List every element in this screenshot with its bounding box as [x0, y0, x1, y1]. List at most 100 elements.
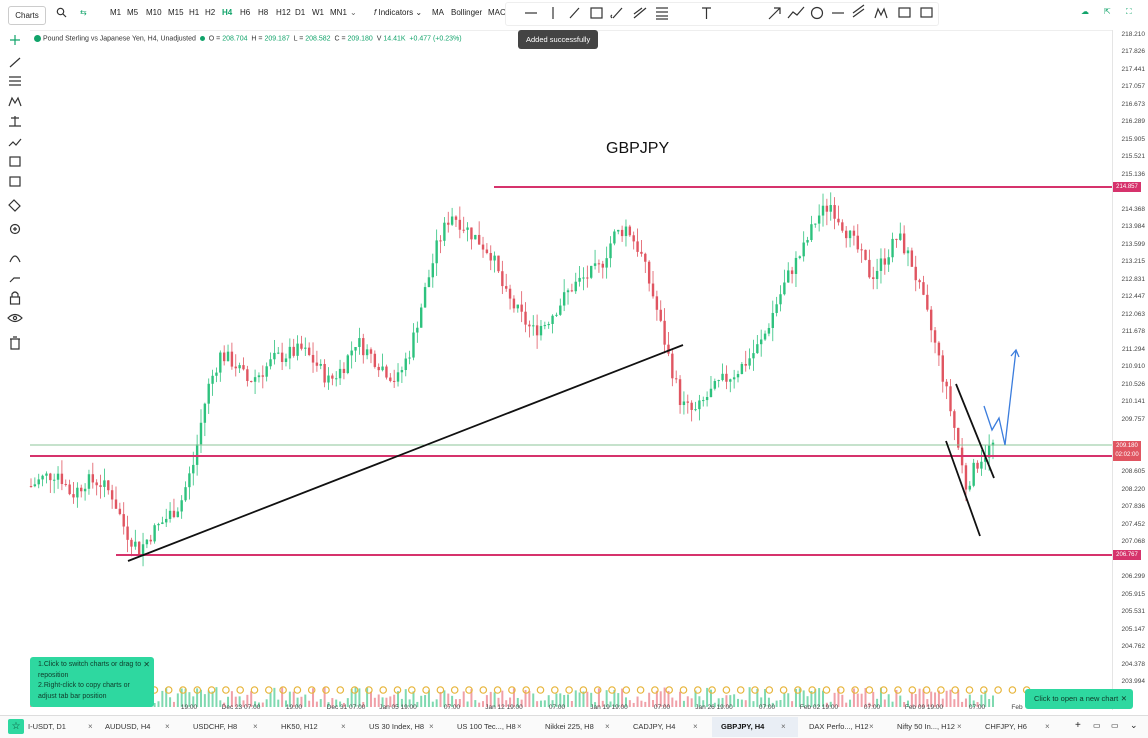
event-marker-icon[interactable] — [593, 686, 602, 694]
chart-tab[interactable]: HK50, H12 — [281, 722, 318, 731]
chart-tab[interactable]: CADJPY, H4 — [633, 722, 676, 731]
chart-tab[interactable]: GBPJPY, H4 — [721, 722, 765, 731]
event-marker-icon[interactable] — [422, 686, 430, 694]
timeframe-m10[interactable]: M10 — [146, 8, 162, 17]
event-marker-icon[interactable] — [508, 686, 516, 694]
event-marker-icon[interactable] — [322, 686, 330, 694]
event-marker-icon[interactable] — [665, 686, 674, 694]
event-marker-icon[interactable] — [865, 686, 874, 694]
magnet-icon[interactable] — [9, 255, 21, 263]
event-marker-icon[interactable] — [765, 686, 774, 694]
trend-line-tool-icon[interactable] — [569, 7, 580, 19]
charts-menu-button[interactable]: Charts — [8, 6, 46, 25]
event-marker-icon[interactable] — [164, 686, 173, 694]
chart-tab[interactable]: USDCHF, H8 — [193, 722, 238, 731]
event-marker-icon[interactable] — [536, 686, 545, 694]
crosshair-icon[interactable] — [10, 35, 20, 45]
timeframe-h2[interactable]: H2 — [205, 8, 216, 17]
event-marker-icon[interactable] — [722, 686, 731, 694]
event-marker-icon[interactable] — [393, 686, 402, 694]
event-marker-icon[interactable] — [794, 686, 802, 694]
event-marker-icon[interactable] — [264, 686, 273, 694]
eye-icon[interactable] — [7, 313, 23, 323]
event-marker-icon[interactable] — [979, 686, 988, 694]
open-external-icon[interactable]: ⇱ — [1104, 7, 1111, 16]
tab-close-icon[interactable]: × — [341, 722, 346, 731]
event-marker-icon[interactable] — [450, 686, 459, 694]
layout-icon[interactable]: ▭ — [1093, 721, 1101, 730]
tab-close-icon[interactable]: × — [429, 722, 434, 731]
timeframe-w1[interactable]: W1 — [312, 8, 324, 17]
add-tab-icon[interactable]: + — [1075, 720, 1081, 731]
event-marker-icon[interactable] — [822, 686, 831, 694]
event-marker-icon[interactable] — [436, 686, 445, 694]
rectangle-tool-icon[interactable] — [590, 7, 603, 19]
event-marker-icon[interactable] — [908, 686, 917, 694]
emoji-icon[interactable] — [9, 176, 21, 187]
event-marker-icon[interactable] — [565, 686, 573, 694]
event-marker-icon[interactable] — [651, 686, 659, 694]
more-icon[interactable]: ⌄ — [1130, 720, 1138, 730]
event-marker-icon[interactable] — [222, 686, 230, 694]
event-marker-icon[interactable] — [550, 686, 559, 694]
event-marker-icon[interactable] — [679, 686, 688, 694]
event-marker-icon[interactable] — [879, 686, 888, 694]
event-marker-icon[interactable] — [836, 686, 845, 694]
event-marker-icon[interactable] — [279, 686, 287, 694]
tab-close-icon[interactable]: × — [1045, 722, 1050, 731]
tab-close-icon[interactable]: × — [253, 722, 258, 731]
ma-button[interactable]: MA — [432, 8, 444, 17]
timeframe-mn1[interactable]: MN1 — [330, 8, 347, 17]
timeframe-m1[interactable]: M1 — [110, 8, 122, 17]
alert-icon[interactable] — [9, 156, 21, 167]
event-marker-icon[interactable] — [808, 686, 817, 694]
pattern-icon[interactable] — [8, 96, 22, 107]
ruler-icon[interactable] — [8, 199, 21, 212]
event-marker-icon[interactable] — [407, 686, 416, 694]
event-marker-icon[interactable] — [307, 686, 316, 694]
price-axis[interactable]: 218.210 217.826 217.441 217.057 216.673 216.2… — [1112, 30, 1148, 710]
fullscreen-icon[interactable]: ⛶ — [1126, 7, 1132, 16]
event-marker-icon[interactable] — [179, 686, 187, 694]
chevron-down-icon[interactable]: ⌄ — [350, 8, 357, 17]
event-marker-icon[interactable] — [579, 686, 588, 694]
pitchfork-tool-icon[interactable] — [633, 7, 647, 19]
horizontal-lines-icon[interactable] — [9, 76, 21, 86]
timeframe-h6[interactable]: H6 — [240, 8, 251, 17]
timeframe-h1[interactable]: H1 — [189, 8, 200, 17]
timeframe-m5[interactable]: M5 — [127, 8, 139, 17]
chart-tab[interactable]: Nikkei 225, H8 — [545, 722, 594, 731]
mac-button[interactable]: MAC — [488, 8, 506, 17]
event-marker-icon[interactable] — [693, 686, 702, 694]
favorites-star-icon[interactable]: ☆ — [8, 719, 24, 734]
event-marker-icon[interactable] — [937, 686, 945, 694]
tab-close-icon[interactable]: × — [88, 722, 93, 731]
wave-tool-icon[interactable] — [874, 7, 888, 19]
event-marker-icon[interactable] — [250, 686, 259, 694]
event-marker-icon[interactable] — [193, 686, 202, 694]
tab-close-icon[interactable]: × — [957, 722, 962, 731]
event-marker-icon[interactable] — [1008, 686, 1017, 694]
event-marker-icon[interactable] — [207, 686, 216, 694]
event-marker-icon[interactable] — [736, 686, 745, 694]
ellipse-tool-icon[interactable] — [810, 6, 824, 20]
path-tool-icon[interactable] — [787, 6, 805, 19]
chart-tab[interactable]: AUDUSD, H4 — [105, 722, 151, 731]
tab-close-icon[interactable]: × — [517, 722, 522, 731]
chart-tab[interactable]: Nifty 50 In..., H12 — [897, 722, 955, 731]
arrow-tool-icon[interactable] — [768, 7, 781, 20]
event-marker-icon[interactable] — [779, 686, 788, 694]
note-tool-icon[interactable] — [920, 7, 933, 18]
brush-tool-icon[interactable] — [610, 7, 623, 19]
event-marker-icon[interactable] — [479, 686, 488, 694]
callout-tool-icon[interactable] — [898, 7, 911, 18]
indicators-button[interactable]: f Indicators ⌄ — [374, 8, 423, 17]
tab-close-icon[interactable]: × — [693, 722, 698, 731]
cloud-upload-icon[interactable]: ☁ — [1081, 7, 1089, 16]
event-marker-icon[interactable] — [622, 686, 631, 694]
close-icon[interactable]: ✕ — [1120, 694, 1127, 703]
bollinger-button[interactable]: Bollinger — [451, 8, 483, 17]
tab-close-icon[interactable]: × — [605, 722, 610, 731]
forecast-icon[interactable] — [8, 138, 22, 147]
